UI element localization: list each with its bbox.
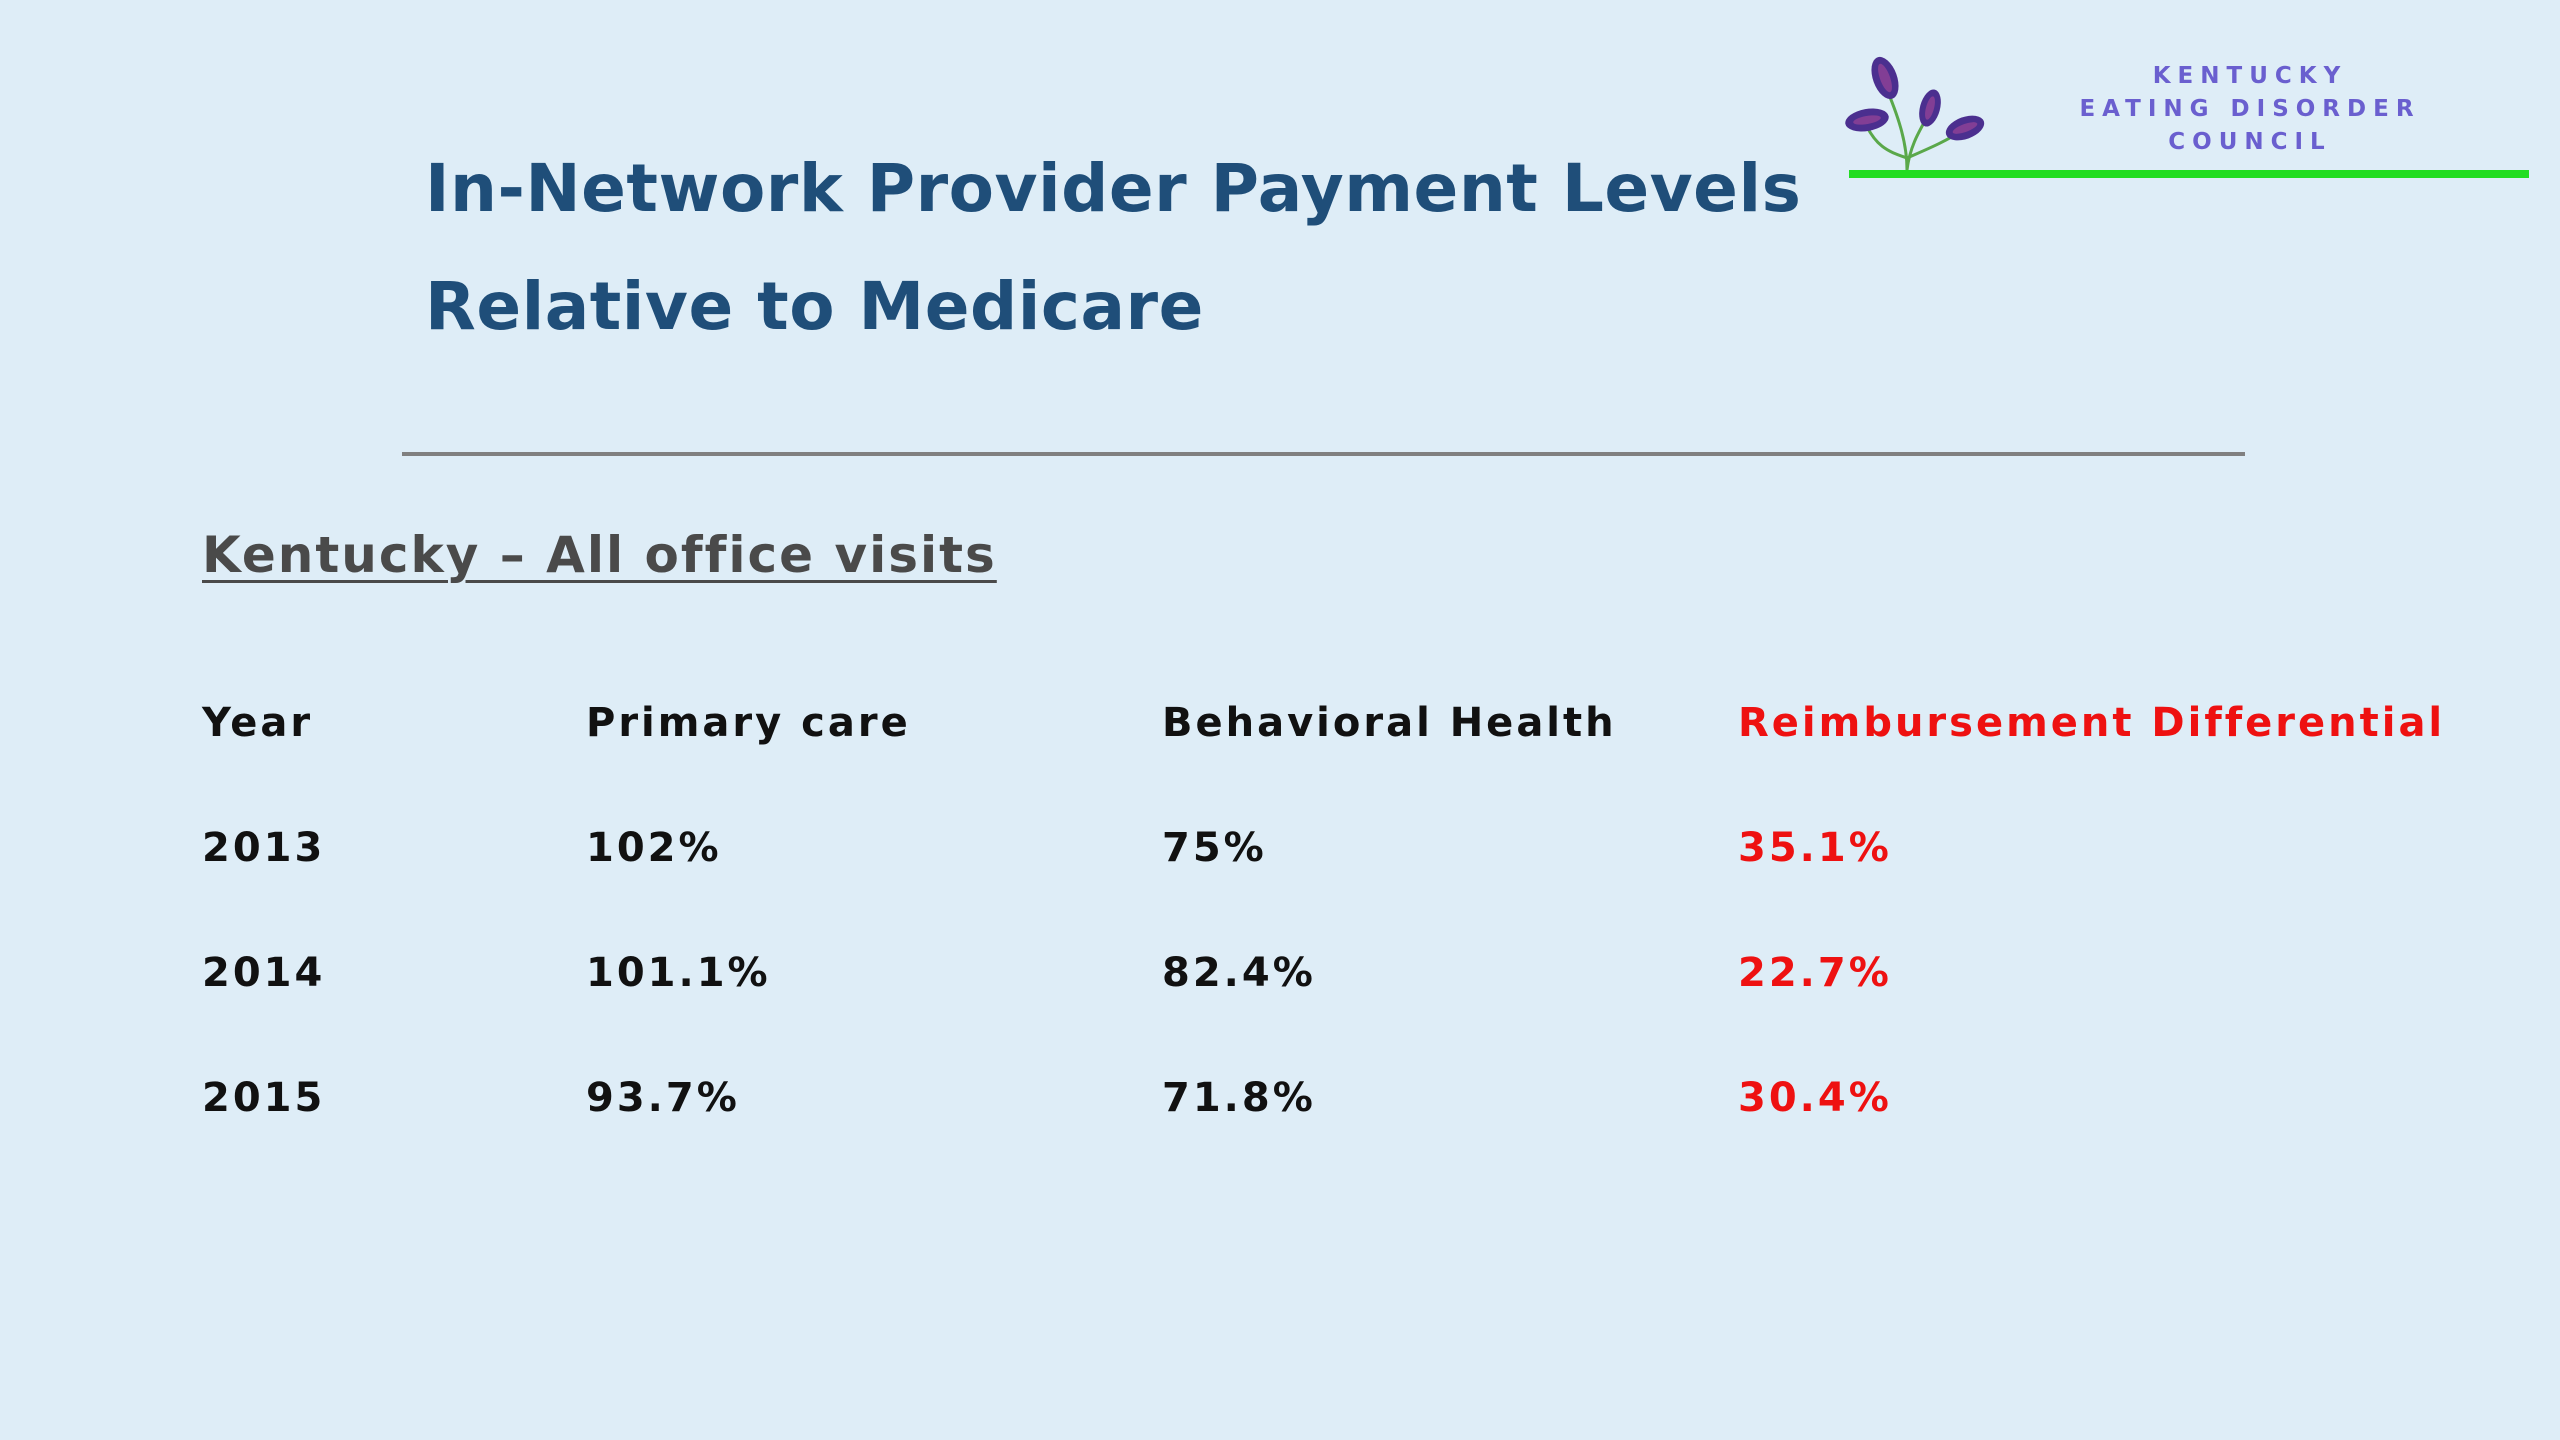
- table-row: 2013 102% 75% 35.1%: [202, 825, 2402, 950]
- cell-behavioral-health: 75%: [1162, 825, 1267, 871]
- cell-primary-care: 93.7%: [586, 1075, 740, 1121]
- cell-year: 2013: [202, 825, 326, 871]
- logo-underline: [1849, 170, 2529, 178]
- header-year: Year: [202, 700, 314, 746]
- cell-primary-care: 102%: [586, 825, 722, 871]
- cell-behavioral-health: 82.4%: [1162, 950, 1316, 996]
- table-header-row: Year Primary care Behavioral Health Reim…: [202, 700, 2442, 825]
- logo-line-3: COUNCIL: [2168, 129, 2332, 155]
- section-subtitle: Kentucky – All office visits: [202, 526, 997, 584]
- cell-reimbursement-differential: 30.4%: [1738, 1075, 1892, 1121]
- cell-year: 2015: [202, 1075, 326, 1121]
- title-line-2: Relative to Medicare: [425, 268, 1204, 345]
- header-primary-care: Primary care: [586, 700, 911, 746]
- cell-primary-care: 101.1%: [586, 950, 771, 996]
- payment-table: Year Primary care Behavioral Health Reim…: [202, 700, 2442, 1200]
- council-logo: KENTUCKY EATING DISORDER COUNCIL: [1845, 50, 2535, 185]
- header-reimbursement-differential: Reimbursement Differential: [1738, 700, 2446, 746]
- cell-behavioral-health: 71.8%: [1162, 1075, 1316, 1121]
- table-row: 2014 101.1% 82.4% 22.7%: [202, 950, 2402, 1075]
- plant-leaves-icon: [1845, 56, 1985, 171]
- logo-text: KENTUCKY EATING DISORDER COUNCIL: [2025, 60, 2475, 159]
- header-behavioral-health: Behavioral Health: [1162, 700, 1617, 746]
- title-divider: [402, 452, 2245, 456]
- title-line-1: In-Network Provider Payment Levels: [425, 150, 1802, 227]
- cell-reimbursement-differential: 22.7%: [1738, 950, 1892, 996]
- logo-line-2: EATING DISORDER: [2079, 96, 2421, 122]
- cell-year: 2014: [202, 950, 326, 996]
- table-row: 2015 93.7% 71.8% 30.4%: [202, 1075, 2402, 1200]
- cell-reimbursement-differential: 35.1%: [1738, 825, 1892, 871]
- slide-title: In-Network Provider Payment Levels Relat…: [425, 130, 1825, 366]
- logo-line-1: KENTUCKY: [2152, 63, 2348, 89]
